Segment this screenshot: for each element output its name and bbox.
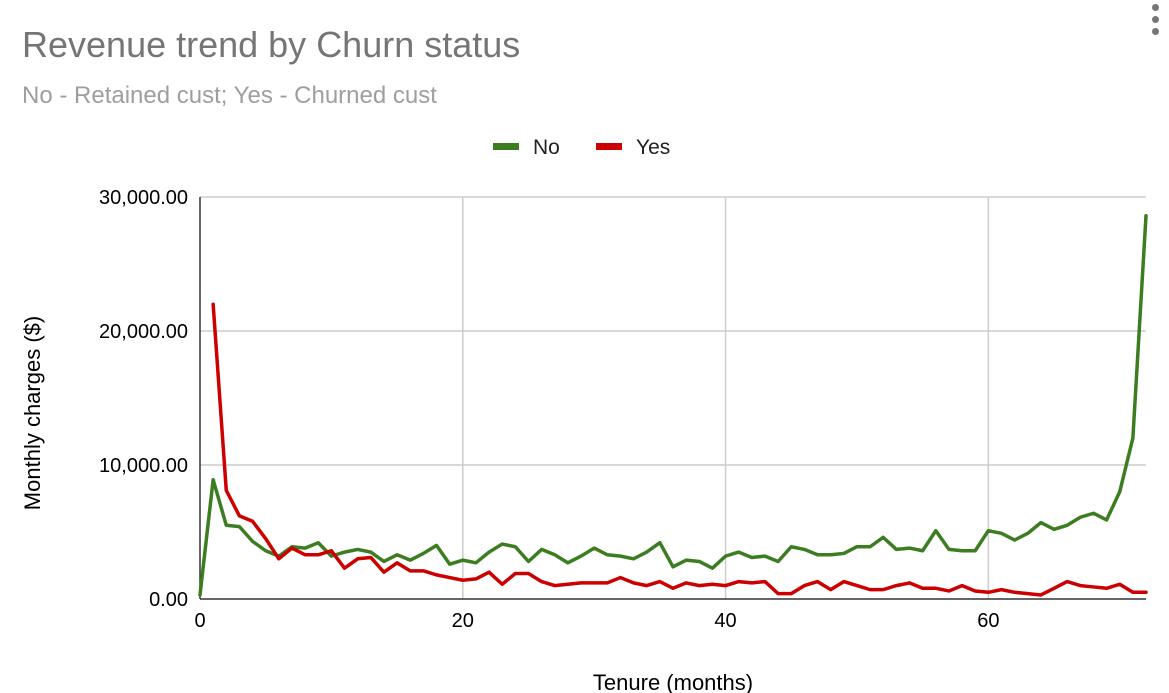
y-tick-label: 10,000.00	[99, 455, 188, 477]
x-tick-label: 60	[977, 610, 999, 632]
y-tick-label: 30,000.00	[99, 187, 188, 209]
legend-item-yes[interactable]: Yes	[596, 136, 670, 159]
x-tick-label: 0	[194, 610, 205, 632]
more-options-icon[interactable]	[1148, 4, 1162, 40]
x-tick-label: 40	[714, 610, 736, 632]
axes	[199, 197, 1146, 600]
legend-swatch	[596, 143, 622, 150]
legend[interactable]: No Yes	[493, 136, 670, 159]
legend-label: No	[533, 136, 560, 159]
legend-swatch	[493, 143, 519, 150]
grid-lines	[200, 196, 1146, 599]
x-axis-label: Tenure (months)	[593, 670, 753, 693]
y-tick-label: 0.00	[149, 589, 188, 611]
y-axis-label: Monthly charges ($)	[20, 316, 45, 510]
legend-item-no[interactable]: No	[493, 136, 560, 159]
series-line-yes[interactable]	[211, 302, 1148, 597]
tick-labels: 0.00 10,000.00 20,000.00 30,000.00 0 20 40 60	[99, 187, 999, 632]
series-line-no[interactable]	[198, 214, 1148, 597]
x-tick-label: 20	[452, 610, 474, 632]
chart-title: Revenue trend by Churn status	[22, 24, 521, 65]
chart-subtitle: No - Retained cust; Yes - Churned cust	[22, 82, 437, 109]
y-tick-label: 20,000.00	[99, 321, 188, 343]
legend-label: Yes	[636, 136, 670, 159]
series-lines	[198, 214, 1148, 597]
